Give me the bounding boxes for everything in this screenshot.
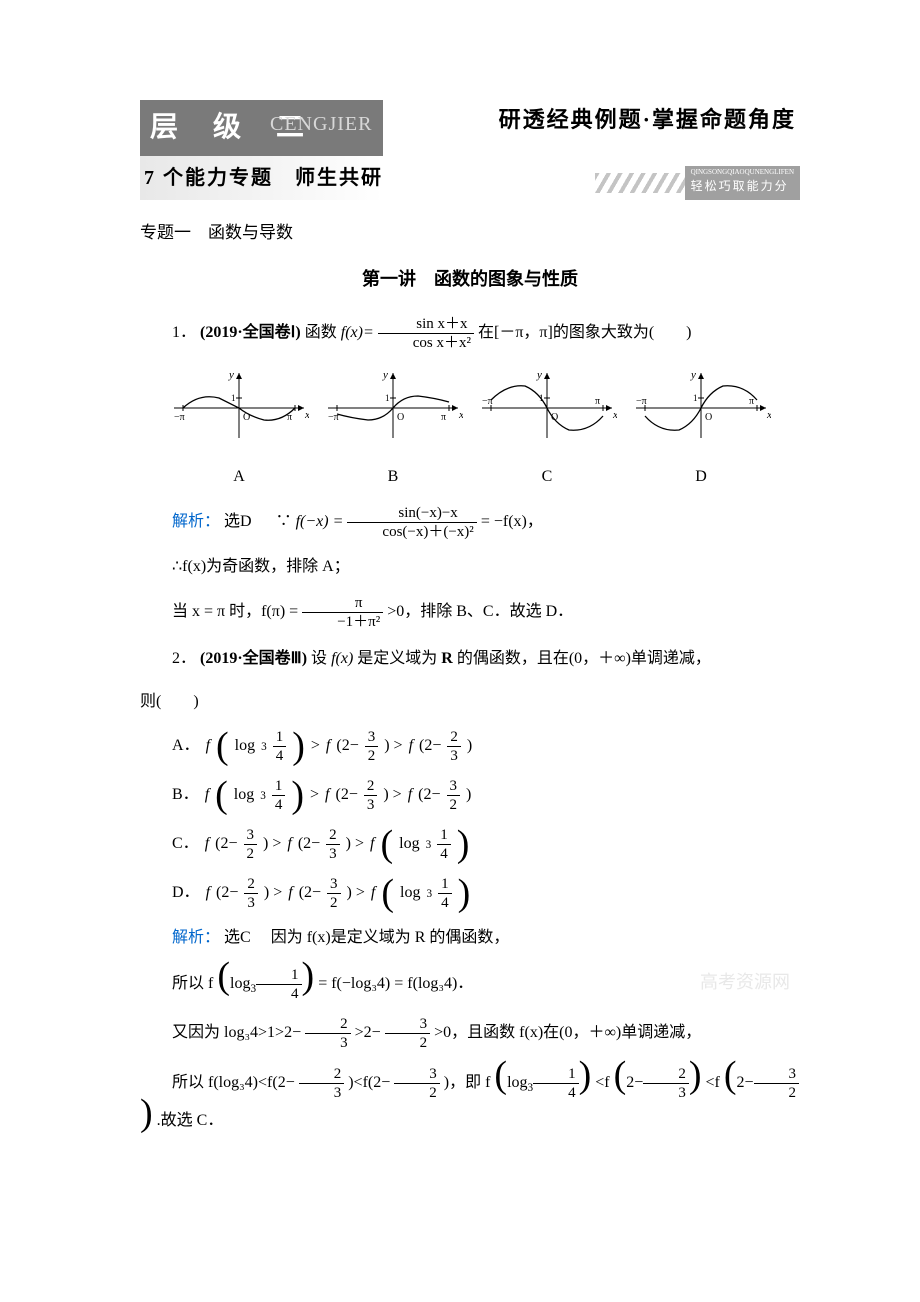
q1-sol-frac: sin(−x)−x cos(−x)＋(−x)² <box>347 504 476 541</box>
solution-label-2: 解析： <box>172 929 220 946</box>
q2-source: (2019·全国卷Ⅲ) <box>200 650 307 667</box>
svg-text:O: O <box>705 412 712 423</box>
gray-tag-text: 轻松巧取能力分 <box>691 179 789 193</box>
header-left: 层 级 二 CENGJIER 7 个能力专题 师生共研 <box>140 100 383 200</box>
svg-text:x: x <box>766 409 771 421</box>
svg-text:x: x <box>612 409 617 421</box>
svg-text:y: y <box>690 369 696 381</box>
q1-answer: 选D <box>224 513 252 530</box>
graph-B: x y O 1 −π π B <box>323 368 463 492</box>
q1-fraction: sin x＋x cos x＋x² <box>378 315 474 352</box>
graph-D-svg: x y O 1 −π π <box>631 368 771 448</box>
option-D: D． f(2−23) >f(2−32) >f(log314) <box>172 875 800 912</box>
option-B: B． f(log314) >f(2−23) >f(2−32) <box>172 777 800 814</box>
q1-number: 1． <box>172 325 196 342</box>
q1-prefix: 函数 <box>305 325 337 342</box>
graph-label-A: A <box>169 463 309 492</box>
q2-number: 2． <box>172 650 196 667</box>
svg-text:−π: −π <box>174 412 185 423</box>
lecture-title: 第一讲 函数的图象与性质 <box>140 263 800 295</box>
graphs-row: x y O 1 −π π A x y O 1 −π π <box>140 368 800 492</box>
graph-B-svg: x y O 1 −π π <box>323 368 463 448</box>
graph-A-svg: x y O 1 −π π <box>169 368 309 448</box>
level-title-box: 层 级 二 CENGJIER <box>140 100 383 156</box>
q1-func: f(x)= <box>341 325 374 342</box>
q2-solution-line1: 解析： 选C 因为 f(x)是定义域为 R 的偶函数， <box>140 924 800 953</box>
q1-solution-line3: 当 x = π 时，f(π) = π −1＋π² >0，排除 B、C．故选 D． <box>140 594 800 631</box>
q1-sol-lhs: f(−x) = <box>296 513 348 530</box>
graph-label-B: B <box>323 463 463 492</box>
header-right-bottom: QINGSONGQIAOQUNENGLIFEN 轻松巧取能力分 <box>383 166 800 201</box>
level-pinyin: CENGJIER <box>270 106 372 142</box>
q1-solution-line1: 解析： 选D ∵ f(−x) = sin(−x)−x cos(−x)＋(−x)²… <box>140 504 800 541</box>
graph-C-svg: x y O 1 −π π <box>477 368 617 448</box>
graph-label-D: D <box>631 463 771 492</box>
q2-solution-line2: 所以 f (log314) = f(−log₃4) = f(log₃4)． <box>140 965 800 1003</box>
q1-because: ∵ <box>276 513 292 530</box>
header-banner: 层 级 二 CENGJIER 7 个能力专题 师生共研 研透经典例题·掌握命题角… <box>140 100 800 200</box>
option-A: A． f(log314) >f(2−32) >f(2−23) <box>172 728 800 765</box>
q1-solution-line2: ∴f(x)为奇函数，排除 A； <box>140 553 800 582</box>
svg-text:y: y <box>228 369 234 381</box>
q1-source: (2019·全国卷Ⅰ) <box>200 325 301 342</box>
q1-sol-rhs: = −f(x)， <box>481 513 543 530</box>
q1-sol3-frac: π −1＋π² <box>302 594 383 631</box>
stripe-decoration <box>595 173 685 193</box>
q2-stem-tail: 则( ) <box>140 688 800 717</box>
gray-tag-pinyin: QINGSONGQIAOQUNENGLIFEN <box>691 169 794 176</box>
q2-solution-line3: 又因为 log₃4>1>2− 23 >2− 32 >0，且函数 f(x)在(0，… <box>140 1015 800 1052</box>
header-right: 研透经典例题·掌握命题角度 QINGSONGQIAOQUNENGLIFEN 轻松… <box>383 100 800 200</box>
question-2: 2． (2019·全国卷Ⅲ) 设 f(x) 是定义域为 R 的偶函数，且在(0，… <box>140 645 800 674</box>
svg-text:x: x <box>304 409 309 421</box>
svg-text:π: π <box>595 396 600 407</box>
graph-A: x y O 1 −π π A <box>169 368 309 492</box>
svg-text:1: 1 <box>385 393 390 403</box>
svg-text:−π: −π <box>328 412 339 423</box>
question-1: 1． (2019·全国卷Ⅰ) 函数 f(x)= sin x＋x cos x＋x²… <box>140 315 800 352</box>
q2-answer: 选C <box>224 929 251 946</box>
q1-numerator: sin x＋x <box>378 315 474 334</box>
svg-text:π: π <box>441 412 446 423</box>
q2-options: A． f(log314) >f(2−32) >f(2−23) B． f(log3… <box>172 728 800 912</box>
header-slogan: 研透经典例题·掌握命题角度 <box>383 100 800 140</box>
gray-tag: QINGSONGQIAOQUNENGLIFEN 轻松巧取能力分 <box>685 166 800 201</box>
svg-text:y: y <box>536 369 542 381</box>
svg-text:1: 1 <box>693 393 698 403</box>
option-C: C． f(2−32) >f(2−23) >f(log314) <box>172 826 800 863</box>
solution-label: 解析： <box>172 513 220 530</box>
header-subtitle: 7 个能力专题 师生共研 <box>140 156 383 200</box>
svg-text:x: x <box>458 409 463 421</box>
svg-text:O: O <box>397 412 404 423</box>
q2-solution-line4: 所以 f(log₃4)<f(2− 23 )<f(2− 32 )，即 f (log… <box>140 1064 800 1136</box>
graph-label-C: C <box>477 463 617 492</box>
graph-C: x y O 1 −π π C <box>477 368 617 492</box>
graph-D: x y O 1 −π π D <box>631 368 771 492</box>
topic-label: 专题一 函数与导数 <box>140 218 800 249</box>
svg-text:π: π <box>749 396 754 407</box>
svg-text:1: 1 <box>231 393 236 403</box>
q1-denominator: cos x＋x² <box>378 334 474 352</box>
svg-text:y: y <box>382 369 388 381</box>
q1-suffix: 在[－π，π]的图象大致为( ) <box>478 325 691 342</box>
